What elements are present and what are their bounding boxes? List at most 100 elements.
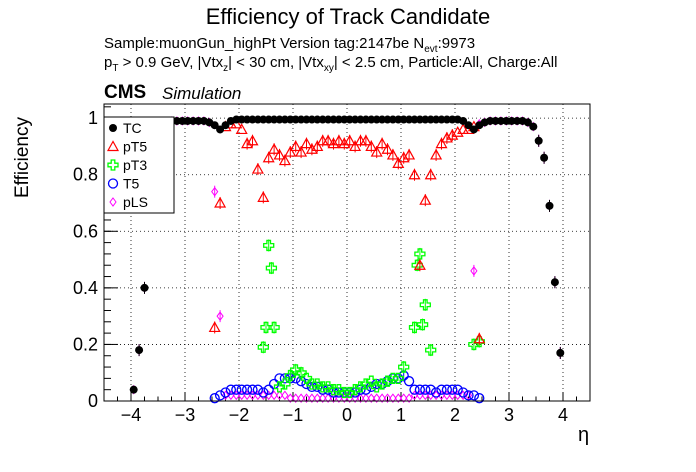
point-pt5 [392,157,405,168]
point-pt5 [381,143,394,154]
sample-info-line: Sample:muonGun_highPt Version tag:2147be… [104,35,475,55]
point-pt3 [365,375,377,387]
point-pls [405,393,413,404]
point-pt5 [257,191,270,202]
point-t5 [457,387,469,398]
y-tick-label: 1 [88,108,98,128]
point-tc [529,122,538,131]
y-tick-label: 0.8 [73,165,98,185]
series-tc [129,115,565,394]
cut-pt-symbol: p [104,54,113,71]
point-pt5 [473,332,486,344]
series-pls [130,116,564,404]
point-pt3 [257,341,269,353]
point-pls [400,393,408,404]
point-pt5 [403,148,416,160]
point-pt5 [208,321,221,333]
legend-marker-tc [109,124,117,132]
point-pt5 [430,148,443,160]
point-pls [216,311,224,321]
legend-label-pt5: pT5 [123,139,147,155]
cut-vtxz-subscript: z [223,63,229,74]
point-pls [308,393,316,404]
point-pls [394,393,402,404]
x-tick-label: −3 [175,405,196,425]
point-t5 [463,390,474,401]
point-pt5 [278,154,291,166]
point-pt5 [289,140,302,152]
point-pt5 [397,151,410,163]
cut-pt-text: > 0.9 GeV, |Vtx [118,54,224,71]
point-pls [319,393,327,404]
point-pt5 [305,143,318,154]
point-pt5 [311,140,324,152]
cut-rest-text: | < 2.5 cm, Particle:All, Charge:All [333,54,558,71]
point-pls [432,390,440,401]
legend-marker-t5 [107,178,119,189]
point-pt5 [386,148,399,160]
y-tick-label: 0.6 [73,221,98,241]
point-pls [259,390,267,401]
point-pt3 [268,321,280,334]
point-pls [302,393,311,404]
point-pls [367,393,375,404]
point-t5 [436,384,447,395]
point-pls [221,390,230,401]
x-tick-label: 0 [342,405,352,425]
point-tc [523,118,532,127]
point-tc [459,116,468,125]
point-t5 [225,384,237,395]
point-pt5 [332,134,345,146]
nevt-value: :9973 [437,35,476,52]
point-pt5 [241,137,254,149]
chart-title: Efficiency of Track Candidate [205,4,491,29]
point-tc [545,201,554,210]
point-pls [383,393,392,404]
point-tc [534,136,543,145]
point-tc [556,348,565,357]
legend: TC pT5 pT3 T5 pLS [103,116,175,214]
point-pt5 [424,168,437,180]
point-t5 [231,384,242,395]
point-t5 [209,393,220,404]
point-pt5 [251,162,264,174]
point-pls [470,266,478,276]
point-pls [324,393,332,404]
simulation-label: Simulation [162,84,242,103]
point-pls [378,393,386,404]
point-pls [211,186,219,197]
point-t5 [236,384,247,395]
point-pt3 [398,361,410,373]
point-pls [281,390,289,401]
cut-vtxxy-subscript: xy [323,63,334,74]
x-tick-label: 1 [396,405,406,425]
point-pt5 [273,148,286,160]
point-pt3 [349,384,361,396]
point-pls [373,393,381,404]
point-pls [362,393,370,404]
point-pt5 [408,168,421,180]
point-t5 [220,387,231,398]
point-t5 [414,384,426,395]
point-pt5 [235,123,248,135]
point-t5 [474,393,485,404]
point-pt5 [300,137,313,149]
sample-info-text: Sample:muonGun_highPt Version tag:2147be… [104,35,425,52]
point-pls [313,393,321,404]
nevt-subscript: evt [424,44,438,55]
point-tc [540,153,549,162]
grid [104,104,590,402]
point-tc [221,121,230,130]
point-pls [270,390,278,401]
point-tc [210,121,219,130]
point-pt5 [451,126,464,137]
point-pt3 [419,299,431,311]
legend-marker-pls [109,197,117,207]
point-tc [140,283,149,292]
point-pt5 [419,193,432,205]
point-t5 [301,378,312,390]
point-pls [286,393,294,404]
point-t5 [441,384,453,395]
point-pt3 [376,378,388,390]
